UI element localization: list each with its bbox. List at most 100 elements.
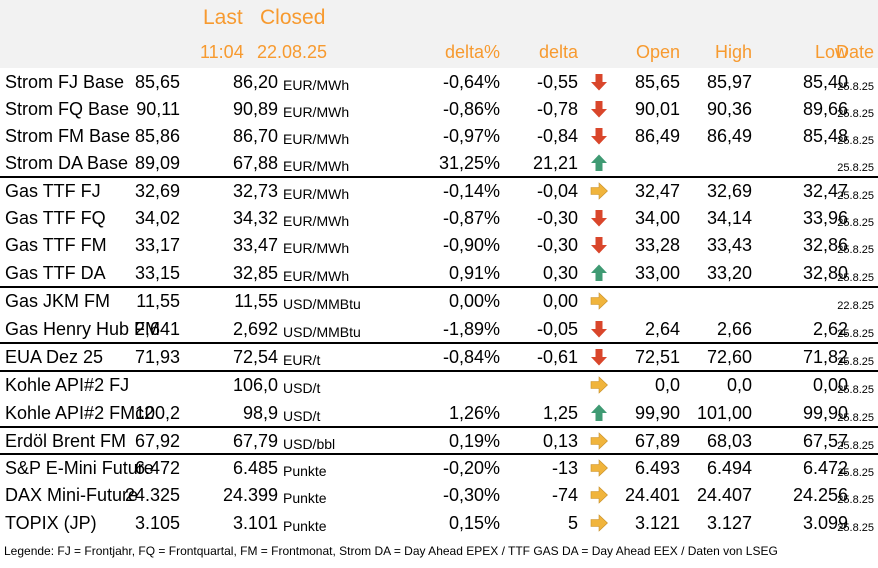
- low-value: 2,62: [812, 319, 848, 339]
- delta-value: -74: [551, 485, 578, 505]
- unit: EUR/MWh: [283, 77, 350, 93]
- closed-value: 90,89: [232, 99, 278, 119]
- unit: USD/bbl: [283, 436, 336, 452]
- low-value: 32,80: [802, 263, 848, 283]
- unit: USD/t: [283, 408, 321, 424]
- high-value: 34,14: [706, 208, 752, 228]
- arrow-right-icon: [589, 513, 609, 533]
- unit: EUR/MWh: [283, 131, 350, 147]
- delta-percent: 0,00%: [448, 291, 500, 311]
- date-value: 25.8.25: [837, 108, 874, 120]
- closed-value: 98,9: [242, 403, 278, 423]
- arrow-down-icon: [589, 99, 609, 119]
- table-row: Strom FM Base 85,86 86,70 EUR/MWh -0,97% -0,8…: [0, 122, 878, 149]
- last-value: 100,2: [134, 403, 180, 423]
- header-delta: delta: [538, 42, 578, 62]
- closed-value: 72,54: [232, 347, 278, 367]
- table-row: Strom FJ Base 85,65 86,20 EUR/MWh -0,64% -0,5…: [0, 68, 878, 95]
- delta-percent: 0,19%: [448, 431, 500, 451]
- instrument-name: Gas JKM FM: [5, 291, 111, 311]
- open-value: 0,0: [654, 375, 680, 395]
- header-high: High: [714, 42, 752, 62]
- instrument-name: Strom FM Base: [5, 126, 131, 146]
- open-value: 86,49: [634, 126, 680, 146]
- open-value: 34,00: [634, 208, 680, 228]
- date-value: 25.8.25: [837, 522, 874, 534]
- table-row: Kohle API#2 FMc2 100,2 98,9 USD/t 1,26% 1,25 9…: [0, 399, 878, 426]
- unit: EUR/MWh: [283, 240, 350, 256]
- last-value: 33,17: [134, 235, 180, 255]
- last-value: 90,11: [136, 99, 180, 119]
- arrow-down-icon: [589, 72, 609, 92]
- delta-percent: -0,30%: [442, 485, 500, 505]
- instrument-name: Strom DA Base: [5, 153, 129, 173]
- date-value: 25.8.25: [837, 244, 874, 256]
- open-value: 6.493: [634, 458, 680, 478]
- high-value: 2,66: [716, 319, 752, 339]
- delta-value: 0,13: [542, 431, 578, 451]
- delta-percent: -0,86%: [442, 99, 500, 119]
- delta-percent: -1,89%: [442, 319, 500, 339]
- high-value: 33,43: [706, 235, 752, 255]
- delta-value: -0,61: [536, 347, 578, 367]
- last-value: 24.325: [124, 485, 180, 505]
- legend: Legende: FJ = Frontjahr, FQ = Frontquart…: [4, 544, 778, 558]
- low-value: 32,47: [802, 181, 848, 201]
- table-row: Gas JKM FM 11,55 11,55 USD/MMBtu 0,00% 0,00 22…: [0, 287, 878, 314]
- arrow-up-icon: [589, 263, 609, 283]
- high-value: 6.494: [706, 458, 752, 478]
- arrow-down-icon: [589, 235, 609, 255]
- high-value: 72,60: [706, 347, 752, 367]
- instrument-name: Gas TTF FQ: [5, 208, 106, 228]
- header-closed-date: 22.08.25: [257, 42, 328, 62]
- closed-value: 34,32: [232, 208, 278, 228]
- delta-value: -0,78: [536, 99, 578, 119]
- high-value: 33,20: [706, 263, 752, 283]
- instrument-name: Strom FQ Base: [5, 99, 130, 119]
- date-value: 25.8.25: [837, 81, 874, 93]
- unit: Punkte: [283, 518, 327, 534]
- closed-value: 24.399: [222, 485, 278, 505]
- last-value: 32,69: [134, 181, 180, 201]
- arrow-down-icon: [589, 319, 609, 339]
- header-closed: Closed: [260, 6, 326, 29]
- date-value: 25.8.25: [837, 190, 874, 202]
- arrow-down-icon: [589, 126, 609, 146]
- open-value: 33,00: [634, 263, 680, 283]
- date-value: 25.8.25: [837, 494, 874, 506]
- header-last: Last: [203, 6, 243, 29]
- low-value: 32,86: [802, 235, 848, 255]
- high-value: 3.127: [706, 513, 752, 533]
- high-value: 68,03: [706, 431, 752, 451]
- open-value: 32,47: [634, 181, 680, 201]
- date-value: 25.8.25: [837, 135, 874, 147]
- unit: USD/MMBtu: [283, 296, 361, 312]
- instrument-name: Gas Henry Hub FM: [5, 319, 161, 339]
- delta-value: -0,30: [536, 235, 578, 255]
- table-row: Gas TTF DA 33,15 32,85 EUR/MWh 0,91% 0,30 33,0…: [0, 259, 878, 286]
- arrow-right-icon: [589, 375, 609, 395]
- closed-value: 6.485: [232, 458, 278, 478]
- closed-value: 3.101: [232, 513, 278, 533]
- date-value: 25.8.25: [837, 412, 874, 424]
- delta-value: 0,00: [542, 291, 578, 311]
- instrument-name: TOPIX (JP): [5, 513, 97, 533]
- last-value: 67,92: [134, 431, 180, 451]
- closed-value: 86,70: [232, 126, 278, 146]
- arrow-right-icon: [589, 181, 609, 201]
- last-value: 2,641: [134, 319, 180, 339]
- date-value: 25.8.25: [837, 328, 874, 340]
- header-low: Low: [814, 42, 848, 62]
- unit: EUR/MWh: [283, 268, 350, 284]
- high-value: 90,36: [706, 99, 752, 119]
- open-value: 3.121: [634, 513, 680, 533]
- arrow-right-icon: [589, 431, 609, 451]
- table-row: Strom FQ Base 90,11 90,89 EUR/MWh -0,86% -0,7…: [0, 95, 878, 122]
- unit: EUR/t: [283, 352, 321, 368]
- high-value: 0,0: [726, 375, 752, 395]
- last-value: 3.105: [134, 513, 180, 533]
- closed-value: 67,79: [232, 431, 278, 451]
- low-value: 85,40: [802, 72, 848, 92]
- arrow-right-icon: [589, 458, 609, 478]
- unit: USD/MMBtu: [283, 324, 361, 340]
